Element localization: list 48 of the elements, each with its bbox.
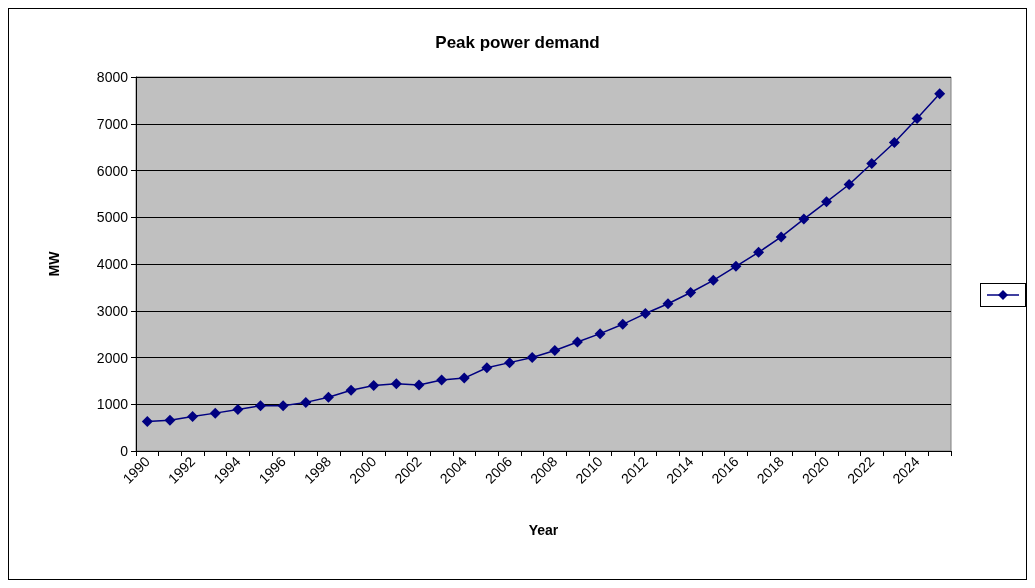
y-tick-label: 5000: [96, 209, 129, 226]
y-tick-label: 0: [120, 443, 129, 459]
point: [911, 113, 923, 125]
y-tick-label: 3000: [96, 302, 129, 319]
point: [866, 157, 878, 169]
point: [571, 336, 583, 348]
point: [934, 88, 946, 100]
point: [617, 318, 629, 330]
chart-title: Peak power demand: [435, 33, 600, 52]
point: [526, 352, 538, 363]
point: [888, 136, 900, 148]
point: [458, 372, 470, 384]
point: [753, 246, 765, 258]
point: [413, 379, 425, 391]
point: [209, 407, 221, 419]
point: [685, 287, 697, 299]
y-tick-label: 2000: [96, 349, 129, 366]
point: [820, 196, 832, 208]
point: [277, 400, 289, 412]
point: [345, 384, 357, 396]
point: [662, 298, 674, 310]
point: [798, 213, 810, 225]
point: [255, 400, 267, 412]
point: [300, 396, 312, 408]
y-tick-label: 8000: [96, 69, 129, 85]
point: [730, 260, 742, 272]
point: [164, 414, 176, 426]
point: [322, 391, 334, 403]
y-tick-label: 7000: [96, 115, 129, 132]
point: [775, 231, 787, 243]
point: [390, 378, 402, 390]
y-tick-label: 6000: [96, 162, 129, 179]
point: [504, 357, 516, 369]
point: [481, 362, 493, 374]
point: [707, 274, 719, 286]
point: [141, 416, 153, 428]
point: [436, 374, 448, 386]
y-axis-title: MW: [46, 250, 62, 277]
y-tick-label: 4000: [96, 256, 129, 272]
point: [549, 344, 561, 356]
point: [187, 410, 199, 422]
point: [594, 328, 606, 340]
y-tick-label: 1000: [96, 396, 129, 413]
x-axis-title: Year: [528, 522, 559, 538]
point: [843, 179, 855, 191]
point: [639, 308, 651, 320]
point: [368, 380, 380, 392]
point: [232, 403, 244, 415]
